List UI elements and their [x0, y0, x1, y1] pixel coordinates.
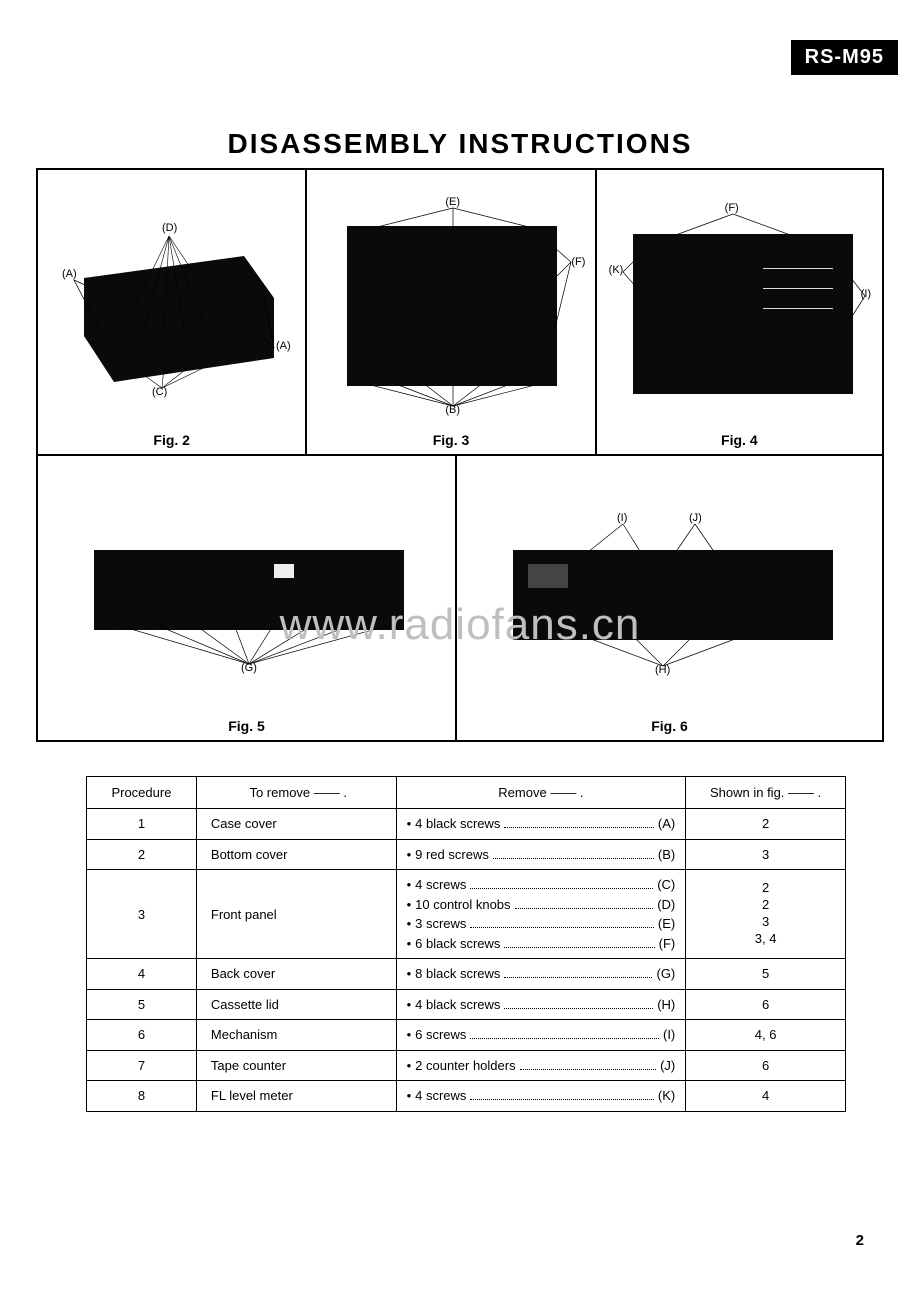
table-header-row: Procedure To remove —— . Remove —— . Sho…	[87, 777, 846, 809]
cell-procedure: 3	[87, 870, 197, 959]
figure-2-svg	[44, 178, 302, 408]
cell-procedure: 7	[87, 1050, 197, 1081]
callout-c: (C)	[152, 386, 167, 398]
cell-to-remove: Bottom cover	[196, 839, 396, 870]
figure-4-label: Fig. 4	[721, 424, 758, 448]
cell-to-remove: Front panel	[196, 870, 396, 959]
cell-procedure: 2	[87, 839, 197, 870]
cell-shown-fig: 6	[686, 989, 846, 1020]
callout-a-right: (A)	[276, 340, 291, 352]
cell-shown-fig: 2	[686, 809, 846, 840]
figure-5-cell: (G) Fig. 5	[37, 455, 456, 741]
callout-k4: (K)	[609, 264, 624, 276]
cell-remove: • 4 screws (C)• 10 control knobs (D)• 3 …	[396, 870, 686, 959]
figure-4-cell: (F) (I) (K) Fig. 4	[596, 169, 883, 455]
table-row: 7Tape counter • 2 counter holders (J) 6	[87, 1050, 846, 1081]
remove-item: • 4 black screws (A)	[407, 814, 676, 834]
figure-6-diagram: (H) (I) (J)	[463, 464, 876, 710]
remove-item: • 3 screws (E)	[407, 914, 676, 934]
table-row: 5Cassette lid • 4 black screws (H) 6	[87, 989, 846, 1020]
cell-remove: • 6 screws (I)	[396, 1020, 686, 1051]
th-procedure: Procedure	[87, 777, 197, 809]
table-row: 6Mechanism • 6 screws (I) 4, 6	[87, 1020, 846, 1051]
callout-a-left: (A)	[62, 268, 77, 280]
remove-item: • 10 control knobs (D)	[407, 895, 676, 915]
callout-b: (B)	[445, 404, 460, 416]
remove-item: • 8 black screws (G)	[407, 964, 676, 984]
figure-row-bottom: (G) Fig. 5	[37, 455, 883, 741]
figure-5-label: Fig. 5	[228, 710, 265, 734]
figure-2-label: Fig. 2	[153, 424, 190, 448]
callout-h: (H)	[655, 664, 670, 676]
figure-6-label: Fig. 6	[651, 710, 688, 734]
figure-row-top: (A) (A) (C) (D) Fig. 2	[37, 169, 883, 455]
callout-f: (F)	[571, 256, 585, 268]
cell-to-remove: Mechanism	[196, 1020, 396, 1051]
cell-procedure: 4	[87, 959, 197, 990]
table-row: 8FL level meter • 4 screws (K) 4	[87, 1081, 846, 1112]
cell-to-remove: Cassette lid	[196, 989, 396, 1020]
table-row: 2Bottom cover • 9 red screws (B) 3	[87, 839, 846, 870]
cell-remove: • 4 black screws (H)	[396, 989, 686, 1020]
remove-item: • 9 red screws (B)	[407, 845, 676, 865]
table-body: 1Case cover• 4 black screws (A)22Bottom …	[87, 809, 846, 1112]
cell-to-remove: Case cover	[196, 809, 396, 840]
callout-f4: (F)	[725, 202, 739, 214]
cell-to-remove: Back cover	[196, 959, 396, 990]
figures-container: (A) (A) (C) (D) Fig. 2	[36, 168, 884, 742]
remove-item: • 6 screws (I)	[407, 1025, 676, 1045]
remove-item: • 6 black screws (F)	[407, 934, 676, 954]
figure-3-label: Fig. 3	[433, 424, 470, 448]
cell-remove: • 9 red screws (B)	[396, 839, 686, 870]
cell-procedure: 6	[87, 1020, 197, 1051]
cell-shown-fig: 6	[686, 1050, 846, 1081]
figure-6-cell: (H) (I) (J) Fig. 6	[456, 455, 883, 741]
cell-procedure: 1	[87, 809, 197, 840]
table-row: 4Back cover • 8 black screws (G) 5	[87, 959, 846, 990]
figure-4-svg	[603, 178, 879, 413]
figure-3-diagram: (B) (E) (F)	[313, 178, 588, 424]
callout-j6: (J)	[689, 512, 702, 524]
figure-2-diagram: (A) (A) (C) (D)	[44, 178, 299, 424]
procedure-table: Procedure To remove —— . Remove —— . Sho…	[86, 776, 846, 1112]
cell-remove: • 4 screws (K)	[396, 1081, 686, 1112]
figure-3-cell: (B) (E) (F) Fig. 3	[306, 169, 595, 455]
callout-d: (D)	[162, 222, 177, 234]
cell-remove: • 4 black screws (A)	[396, 809, 686, 840]
table-row: 3Front panel• 4 screws (C)• 10 control k…	[87, 870, 846, 959]
figure-5-diagram: (G)	[44, 464, 449, 710]
remove-item: • 2 counter holders (J)	[407, 1056, 676, 1076]
th-to-remove: To remove —— .	[196, 777, 396, 809]
th-remove: Remove —— .	[396, 777, 686, 809]
figure-6-svg	[463, 464, 879, 704]
callout-i6: (I)	[617, 512, 627, 524]
callout-e: (E)	[445, 196, 460, 208]
callout-g: (G)	[241, 662, 257, 674]
th-shown: Shown in fig. —— .	[686, 777, 846, 809]
cell-shown-fig: 5	[686, 959, 846, 990]
cell-procedure: 5	[87, 989, 197, 1020]
remove-item: • 4 screws (K)	[407, 1086, 676, 1106]
cell-remove: • 2 counter holders (J)	[396, 1050, 686, 1081]
cell-shown-fig: 4, 6	[686, 1020, 846, 1051]
model-badge: RS-M95	[791, 40, 898, 75]
remove-item: • 4 screws (C)	[407, 875, 676, 895]
figure-3-svg	[313, 178, 591, 413]
cell-procedure: 8	[87, 1081, 197, 1112]
page-title: DISASSEMBLY INSTRUCTIONS	[0, 128, 920, 160]
remove-item: • 4 black screws (H)	[407, 995, 676, 1015]
cell-to-remove: Tape counter	[196, 1050, 396, 1081]
callout-i4: (I)	[861, 288, 871, 300]
cell-remove: • 8 black screws (G)	[396, 959, 686, 990]
table-row: 1Case cover • 4 black screws (A) 2	[87, 809, 846, 840]
cell-shown-fig: 2233, 4	[686, 870, 846, 959]
figure-2-cell: (A) (A) (C) (D) Fig. 2	[37, 169, 306, 455]
page-number: 2	[856, 1232, 864, 1249]
cell-shown-fig: 4	[686, 1081, 846, 1112]
figure-4-diagram: (F) (I) (K)	[603, 178, 876, 424]
cell-shown-fig: 3	[686, 839, 846, 870]
cell-to-remove: FL level meter	[196, 1081, 396, 1112]
